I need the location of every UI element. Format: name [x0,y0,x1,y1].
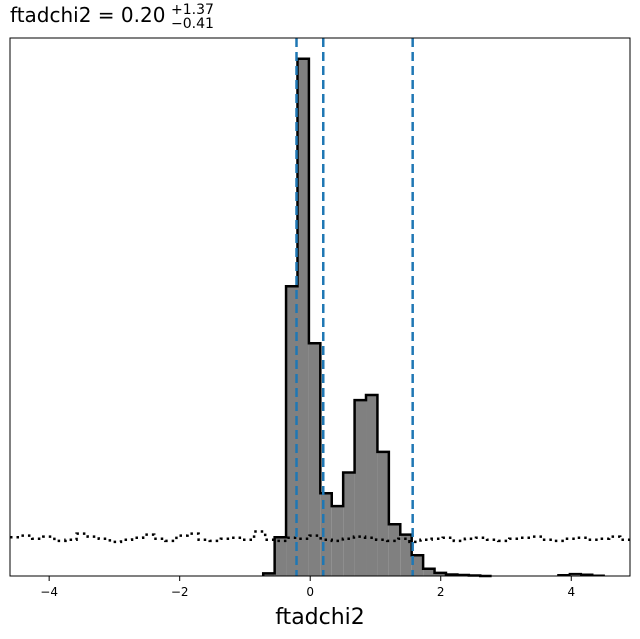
minor-histogram-outline [557,572,605,577]
x-tick-label: 4 [567,585,575,599]
histogram-bar [423,568,435,576]
histogram-bar [354,400,367,576]
histogram-bar [297,58,309,576]
plot-frame [9,37,631,577]
histogram-bar [263,573,275,576]
histogram-bar [400,534,412,576]
histogram-bar [343,472,355,576]
prior-distribution-line [10,530,630,544]
x-tick-label: −2 [171,585,189,599]
x-tick-label: 2 [437,585,445,599]
x-tick-label: 0 [306,585,314,599]
plot-area [9,37,631,578]
histogram-outline [261,57,492,578]
histogram-bar [366,394,378,576]
chart-title-upper-error: +1.37 [171,2,214,18]
histogram-bar [377,451,389,576]
histogram-bar [411,555,424,576]
histogram-bar [388,524,401,576]
x-axis-label: ftadchi2 [275,605,365,630]
chart-title: ftadchi2 = 0.20 [10,3,165,27]
chart-title-lower-error: −0.41 [171,16,214,32]
histogram-bar [274,537,287,576]
x-tick-label: −4 [40,585,58,599]
histogram-bar [434,572,446,576]
histogram-bar [320,493,332,576]
x-axis: −4 −2 0 2 4 [40,576,575,599]
histogram-bar [308,343,321,576]
histogram-bar [286,286,298,576]
